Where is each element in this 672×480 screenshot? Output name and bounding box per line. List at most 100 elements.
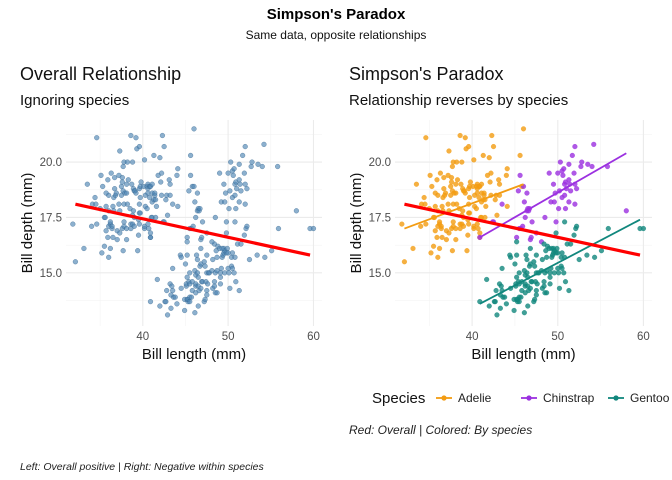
data-point — [486, 303, 492, 309]
data-point — [137, 210, 143, 216]
data-point — [275, 225, 282, 232]
data-point — [399, 221, 405, 227]
data-point — [521, 199, 528, 205]
data-point — [437, 170, 444, 176]
data-point — [199, 234, 205, 241]
data-point — [522, 214, 528, 221]
data-point — [514, 274, 520, 280]
data-point — [449, 248, 456, 254]
data-point — [168, 305, 174, 311]
data-point — [524, 270, 530, 276]
data-point — [539, 256, 545, 263]
data-point — [88, 223, 95, 229]
data-point — [214, 290, 220, 296]
data-point — [566, 177, 572, 183]
data-point — [229, 265, 236, 272]
data-point — [233, 279, 239, 285]
data-point — [191, 126, 197, 132]
data-point — [448, 183, 454, 190]
x-tick-label: 40 — [466, 331, 479, 343]
data-point — [448, 174, 455, 181]
data-point — [573, 186, 580, 192]
data-point — [152, 190, 158, 196]
data-point — [502, 294, 508, 300]
data-point — [135, 248, 141, 254]
right-panel-title: Simpson's Paradox — [349, 64, 504, 84]
data-point — [229, 250, 236, 256]
data-point — [503, 172, 510, 179]
data-point — [110, 234, 116, 241]
data-point — [591, 141, 597, 148]
data-point — [422, 201, 428, 207]
data-point — [486, 155, 492, 161]
data-point — [480, 152, 486, 159]
data-point — [274, 163, 281, 170]
data-point — [462, 190, 468, 196]
data-point — [423, 221, 429, 227]
data-point — [241, 170, 248, 176]
data-point — [222, 190, 229, 196]
x-tick-label: 50 — [551, 331, 564, 343]
x-tick-label: 60 — [637, 331, 650, 343]
data-point — [147, 298, 154, 305]
data-point — [434, 177, 440, 183]
data-point — [121, 219, 127, 225]
data-point — [214, 254, 220, 260]
legend-key-point — [441, 395, 447, 401]
data-point — [554, 245, 560, 252]
data-point — [236, 177, 242, 183]
data-point — [244, 223, 250, 229]
data-point — [146, 194, 153, 201]
data-point — [531, 263, 538, 269]
data-point — [454, 201, 460, 207]
data-point — [152, 214, 159, 221]
data-point — [517, 172, 523, 179]
data-point — [483, 203, 489, 210]
data-point — [199, 219, 206, 225]
data-point — [94, 135, 100, 141]
legend-label: Adelie — [458, 391, 492, 405]
data-point — [116, 201, 122, 207]
data-point — [561, 219, 568, 225]
data-point — [546, 170, 552, 176]
data-point — [120, 248, 126, 254]
data-point — [187, 152, 194, 159]
data-point — [94, 221, 100, 227]
data-point — [478, 181, 485, 187]
data-point — [432, 190, 438, 196]
data-point — [222, 199, 228, 205]
data-point — [418, 223, 424, 229]
data-point — [466, 210, 473, 216]
data-point — [458, 181, 464, 187]
data-point — [553, 230, 559, 236]
data-point — [187, 298, 193, 305]
data-point — [503, 301, 510, 307]
data-point — [225, 170, 231, 176]
data-point — [157, 155, 163, 161]
data-point — [167, 181, 173, 187]
data-point — [269, 248, 275, 254]
data-point — [244, 186, 250, 192]
data-point — [439, 234, 445, 241]
data-point — [493, 287, 499, 294]
data-point — [432, 228, 438, 234]
data-point — [136, 143, 143, 150]
data-point — [223, 219, 230, 225]
data-point — [70, 221, 76, 227]
data-point — [541, 279, 547, 285]
data-point — [237, 181, 243, 187]
data-point — [192, 199, 198, 205]
legend-item-adelie: Adelie — [436, 391, 492, 405]
data-point — [584, 252, 590, 258]
data-point — [123, 181, 130, 187]
data-point — [460, 208, 466, 214]
data-point — [446, 230, 452, 236]
data-point — [555, 270, 562, 276]
data-point — [443, 236, 450, 243]
data-point — [154, 276, 160, 283]
data-point — [435, 254, 441, 260]
data-point — [210, 256, 216, 263]
data-point — [172, 294, 178, 300]
data-point — [101, 243, 108, 249]
